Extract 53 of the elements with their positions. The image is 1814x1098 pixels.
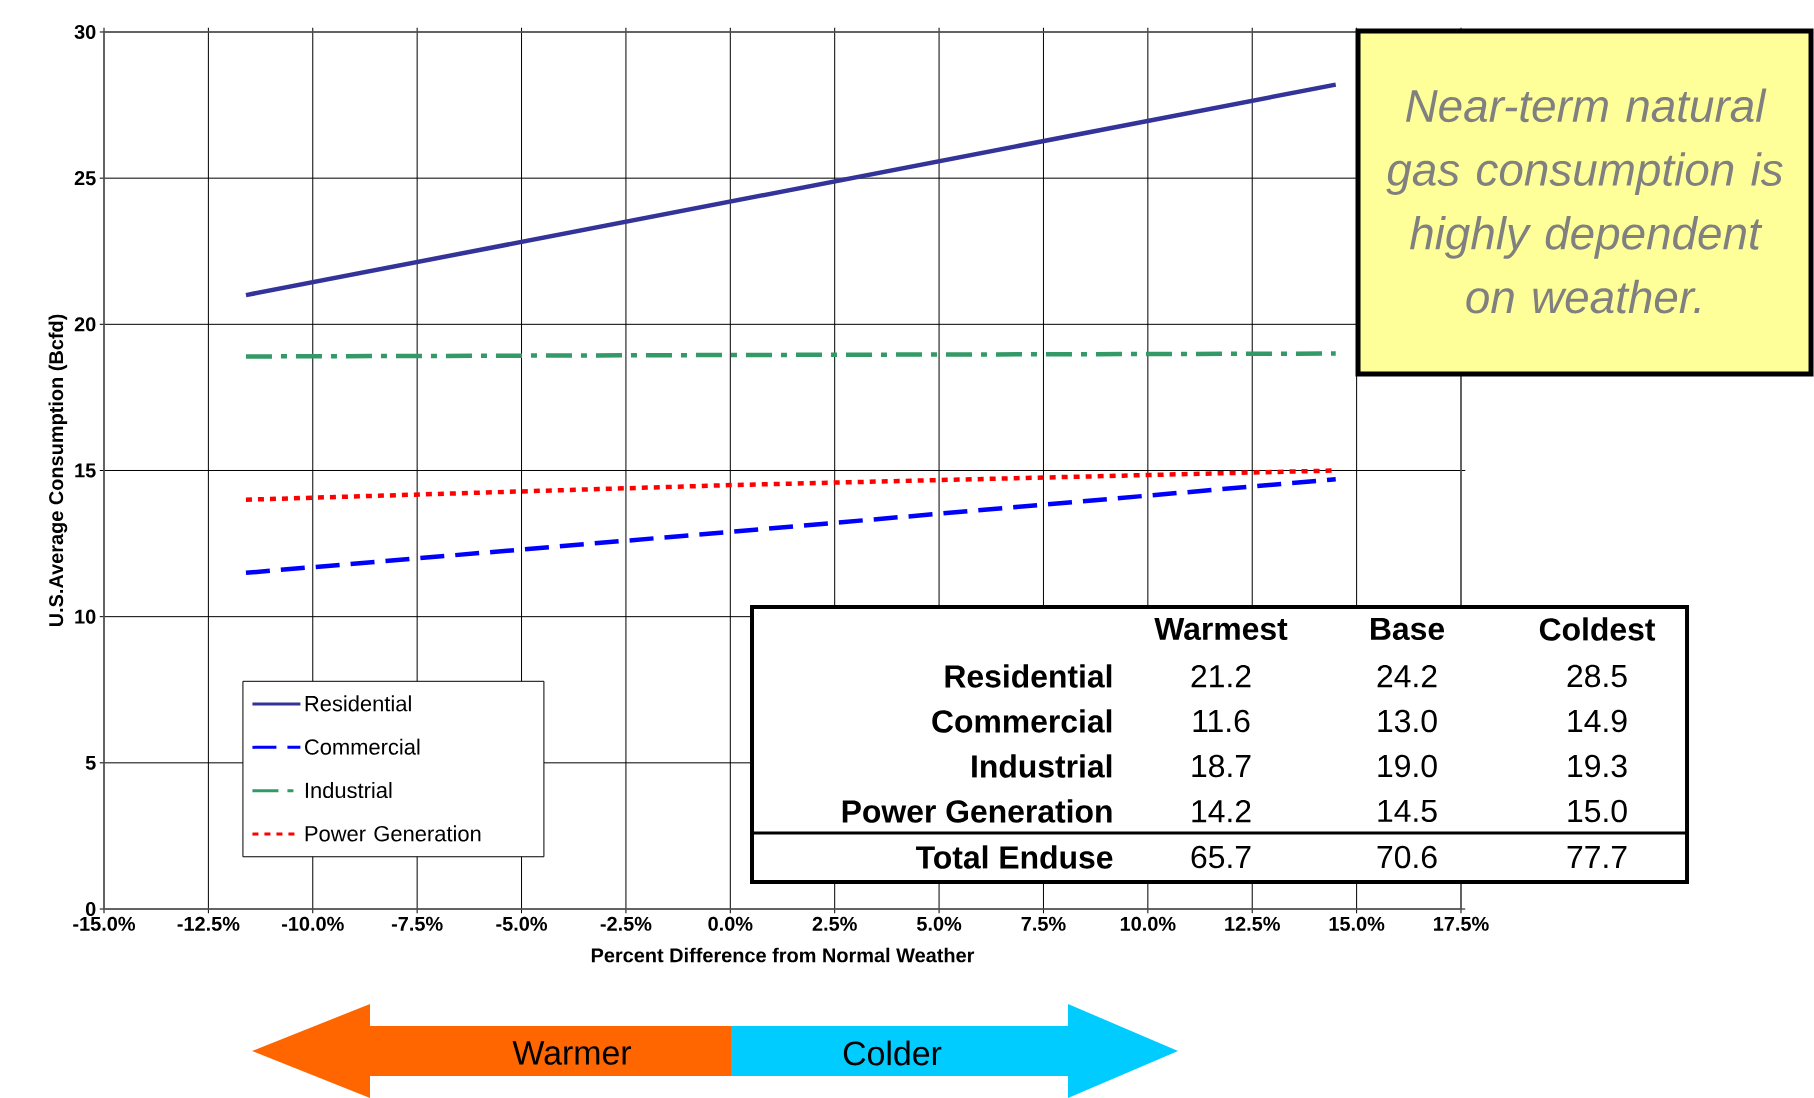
x-tick-label: -10.0%: [281, 916, 344, 931]
annotation: 19.0: [1378, 754, 1437, 778]
x-tick-label: 7.5%: [1021, 916, 1066, 931]
annotation: 14.5: [1378, 799, 1437, 823]
text: Colder: [843, 1040, 942, 1066]
text: 15.0: [1568, 799, 1627, 823]
x-tick-label: -7.5%: [391, 916, 443, 931]
annotation: 14.2: [1192, 799, 1251, 823]
legend-label: Residential: [305, 695, 411, 712]
text: 28.5: [1567, 664, 1627, 688]
annotation: 21.2: [1191, 664, 1251, 688]
x-tick-label: -5.0%: [496, 916, 548, 931]
x-tick-label: 15.0%: [1329, 916, 1385, 931]
x-tick-label: 2.5%: [812, 916, 857, 931]
x-tick-label: -2.5%: [600, 916, 652, 931]
x-tick-label: 10.0%: [1120, 916, 1176, 931]
x-tick-label: 0.0%: [708, 916, 753, 931]
x-tick-label: -15.0%: [73, 916, 136, 931]
annotation: Industrial: [972, 754, 1112, 778]
x-tick-label: -12.5%: [177, 916, 240, 931]
text: Warmer: [512, 1041, 632, 1065]
x-tick-label: 12.5%: [1225, 916, 1280, 931]
annotation: 24.2: [1377, 664, 1437, 688]
annotation: Warmest: [1154, 617, 1288, 641]
y-tick-label: 15: [75, 463, 96, 478]
annotation: Base: [1371, 617, 1445, 641]
annotation: Near-term natural gas consumption is highly dependent on weather.: [1386, 88, 1783, 314]
legend-label: Industrial: [305, 782, 392, 799]
legend-label: Commercial: [305, 738, 420, 755]
annotation: 70.6: [1377, 845, 1437, 869]
text: 19.3: [1568, 754, 1627, 778]
legend-label: Power Generation: [305, 825, 481, 842]
y-tick-label: 25: [74, 171, 96, 186]
y-tick-label: 20: [74, 317, 96, 332]
annotation: Power Generation: [842, 799, 1112, 823]
annotation: 18.7: [1192, 754, 1251, 778]
text: 14.9: [1568, 709, 1627, 733]
annotation: Commercial: [932, 709, 1112, 733]
annotation: 13.0: [1378, 709, 1437, 733]
y-axis-title: U.S.Average Consumption (Bcfd): [48, 314, 68, 627]
annotation: 11.6: [1193, 709, 1250, 733]
y-tick-label: 30: [74, 24, 96, 40]
y-tick-label: 5: [85, 755, 96, 770]
x-axis-title: Percent Difference from Normal Weather: [591, 947, 975, 963]
annotation: Residential: [945, 664, 1112, 688]
annotation: Total Enduse: [916, 845, 1113, 869]
text: Coldest: [1539, 617, 1656, 641]
x-tick-label: 17.5%: [1434, 916, 1489, 931]
annotation: 65.7: [1191, 845, 1251, 869]
text: 77.7: [1567, 846, 1627, 868]
y-tick-label: 10: [75, 609, 96, 624]
x-tick-label: 5.0%: [916, 916, 962, 931]
y-tick-label: 0: [85, 901, 96, 917]
